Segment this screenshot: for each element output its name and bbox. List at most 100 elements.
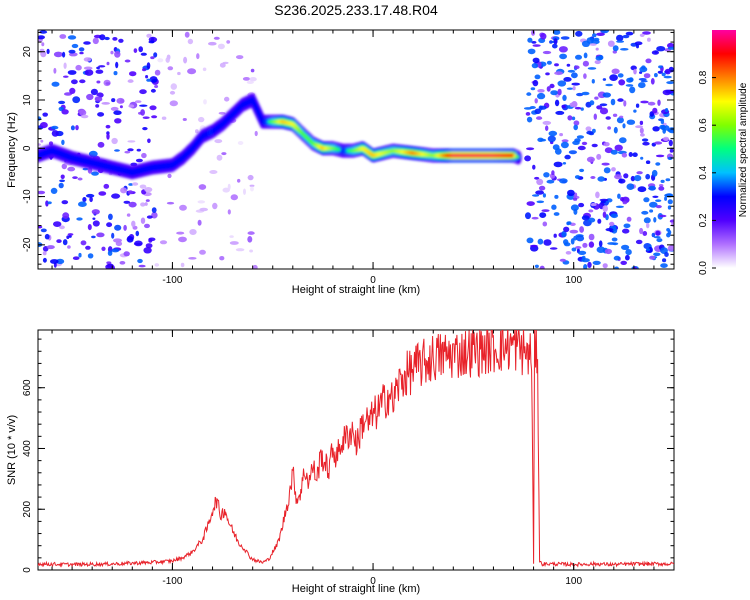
noise-blob <box>592 128 596 133</box>
noise-blob <box>623 223 631 229</box>
noise-blob <box>146 78 152 82</box>
noise-blob <box>144 223 150 229</box>
noise-blob <box>658 65 663 69</box>
noise-blob <box>169 100 178 107</box>
noise-blob <box>622 228 630 234</box>
noise-blob <box>532 44 541 47</box>
noise-blob <box>159 240 168 245</box>
noise-blob <box>641 65 646 70</box>
noise-blob <box>94 96 103 102</box>
noise-blob <box>147 138 151 144</box>
noise-blob <box>47 201 52 205</box>
noise-blob <box>249 184 255 187</box>
noise-blob <box>552 30 561 35</box>
noise-blob <box>581 141 588 146</box>
noise-blob <box>128 104 135 108</box>
noise-blob <box>583 52 588 59</box>
noise-blob <box>540 138 547 142</box>
noise-blob <box>549 83 555 89</box>
colorbar-ticks: 0.0 0.2 0.4 0.6 0.8 <box>698 70 716 275</box>
noise-blob <box>91 209 100 215</box>
ridge-core <box>336 147 341 152</box>
noise-blob <box>83 57 92 62</box>
noise-blob <box>651 50 660 55</box>
noise-blob <box>63 62 67 69</box>
noise-blob <box>92 220 100 227</box>
noise-blob <box>618 79 626 86</box>
noise-blob <box>565 251 572 255</box>
noise-blob <box>559 178 568 184</box>
noise-blob <box>625 84 634 87</box>
noise-blob <box>38 190 46 195</box>
noise-blob <box>106 261 112 265</box>
noise-blob <box>600 30 609 34</box>
noise-blob <box>610 213 618 219</box>
noise-blob <box>61 200 69 205</box>
noise-blob <box>40 228 47 233</box>
noise-blob <box>668 139 673 147</box>
noise-blob <box>151 79 157 83</box>
noise-blob <box>140 217 146 224</box>
noise-blob <box>146 33 152 38</box>
noise-blob <box>554 99 560 107</box>
noise-blob <box>217 43 225 50</box>
noise-blob <box>40 122 48 129</box>
noise-blob <box>632 152 638 157</box>
noise-blob <box>636 171 643 175</box>
noise-blob <box>95 104 100 108</box>
noise-blob <box>145 199 150 202</box>
noise-blob <box>87 253 94 259</box>
noise-blob <box>642 141 650 146</box>
noise-blob <box>669 148 674 153</box>
noise-blob <box>107 250 113 256</box>
noise-blob <box>250 186 254 192</box>
noise-blob <box>601 162 610 166</box>
noise-blob <box>587 67 597 70</box>
noise-blob <box>626 216 632 222</box>
noise-blob <box>53 221 62 228</box>
noise-blob <box>635 239 643 245</box>
noise-blob <box>83 66 93 70</box>
noise-blob <box>573 120 580 126</box>
noise-blob <box>640 156 644 160</box>
noise-blob <box>663 75 672 79</box>
snr-x-tick-label: 100 <box>565 576 582 587</box>
noise-blob <box>665 108 669 113</box>
noise-blob <box>123 224 127 231</box>
noise-blob <box>609 221 615 227</box>
noise-blob <box>571 72 578 79</box>
noise-blob <box>53 51 63 58</box>
noise-blob <box>70 125 75 131</box>
noise-blob <box>574 106 582 110</box>
noise-blob <box>640 100 649 104</box>
noise-blob <box>605 228 614 232</box>
noise-blob <box>526 147 535 151</box>
noise-blob <box>38 35 45 40</box>
noise-blob <box>613 255 621 261</box>
noise-blob <box>197 200 206 204</box>
colorbar-tick-label: 0.0 <box>698 261 709 275</box>
noise-blob <box>667 205 672 210</box>
noise-blob <box>39 48 45 52</box>
noise-blob <box>645 173 651 180</box>
noise-blob <box>547 135 556 143</box>
noise-blob <box>187 68 197 75</box>
noise-blob <box>546 179 555 184</box>
noise-blob <box>656 238 663 243</box>
noise-blob <box>144 202 148 206</box>
noise-blob <box>633 68 637 75</box>
noise-blob <box>127 79 134 83</box>
noise-blob <box>545 72 550 76</box>
noise-blob <box>236 55 244 60</box>
noise-blob <box>587 217 596 223</box>
snr-y-axis-label: SNR (10 * v/v) <box>6 415 18 485</box>
noise-blob <box>46 48 50 55</box>
noise-blob <box>69 87 76 94</box>
noise-blob <box>110 106 119 111</box>
noise-blob <box>138 264 146 268</box>
noise-blob <box>59 179 65 183</box>
noise-blob <box>177 71 181 76</box>
noise-blob <box>58 182 64 189</box>
noise-blob <box>567 189 575 197</box>
